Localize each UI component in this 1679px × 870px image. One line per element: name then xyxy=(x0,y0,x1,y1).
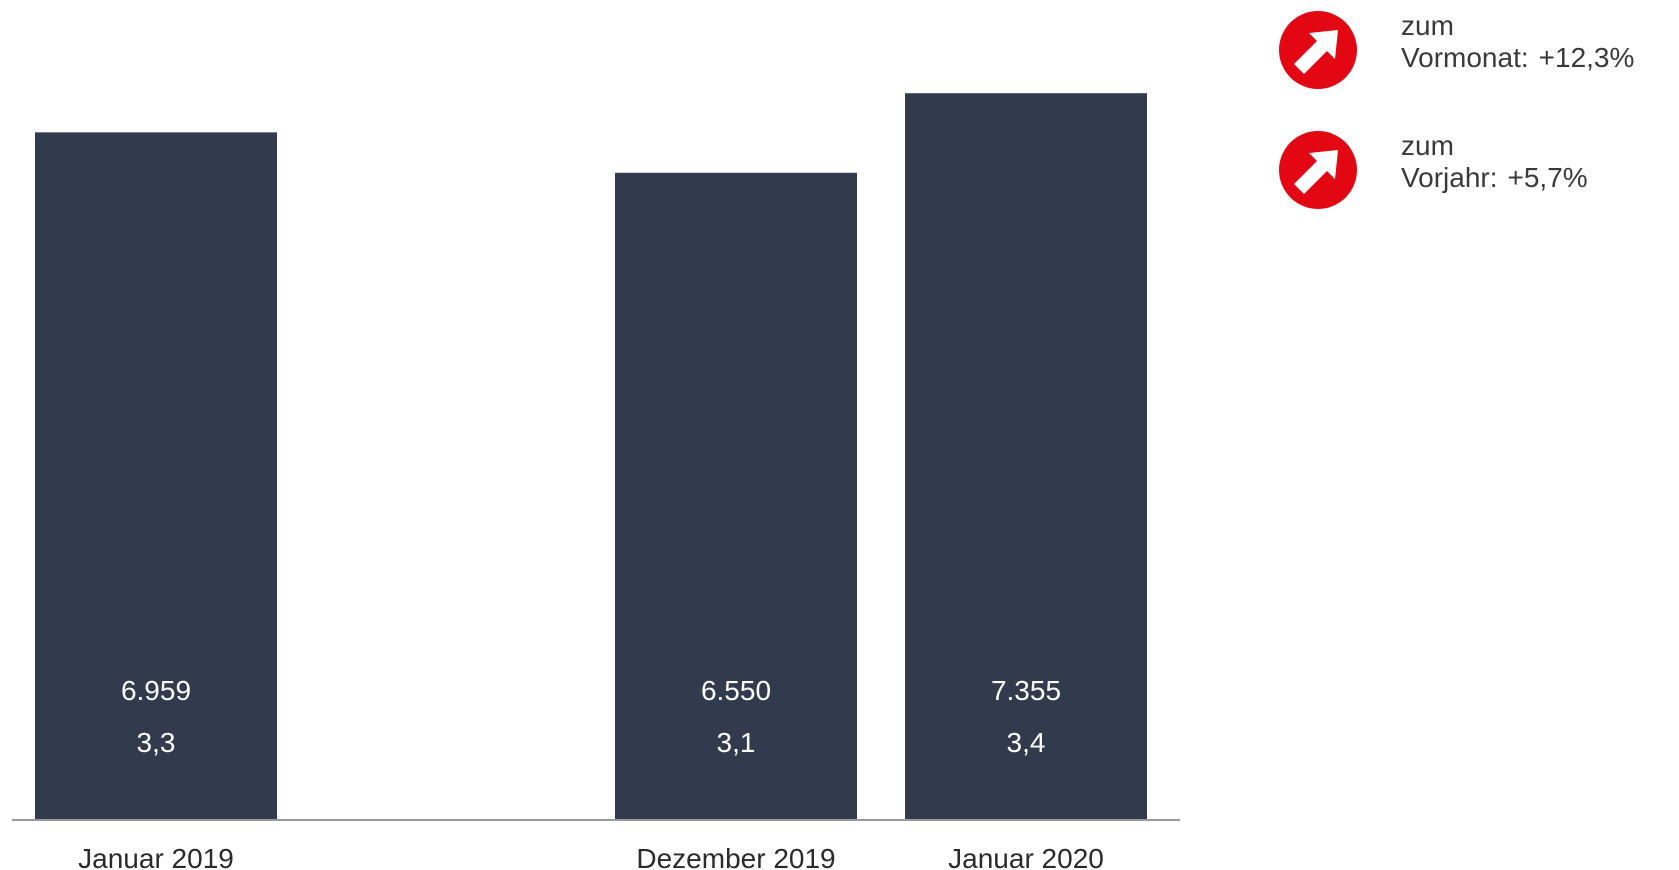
bar xyxy=(35,132,277,820)
arrow-up-right-icon xyxy=(1279,131,1357,209)
bar-secondary-label: 3,4 xyxy=(1007,727,1046,758)
bar-value-label: 6.959 xyxy=(121,675,191,706)
bar-chart: 6.959 3,3 6.550 3,1 7.355 3,4 Januar 2019 Deze… xyxy=(12,93,1180,870)
kpi-text-vormonat: zum Vormonat: +12,3% xyxy=(1401,10,1634,74)
kpi-vormonat: zum Vormonat: +12,3% xyxy=(1278,10,1668,90)
kpi-label: Vorjahr: xyxy=(1401,162,1498,193)
kpi-icon-arrow xyxy=(1294,30,1338,74)
category-labels: Januar 2019 Dezember 2019 Januar 2020 xyxy=(78,843,1104,870)
category-label: Dezember 2019 xyxy=(636,843,835,870)
bar-value-label: 7.355 xyxy=(991,675,1061,706)
kpi-label: Vormonat: xyxy=(1401,42,1529,73)
bar xyxy=(905,93,1147,821)
kpi-icon-arrow xyxy=(1294,150,1338,194)
kpi-line2: Vormonat: +12,3% xyxy=(1401,42,1634,74)
bar-secondary-label: 3,3 xyxy=(137,727,176,758)
kpi-line2: Vorjahr: +5,7% xyxy=(1401,162,1588,194)
bar-value-label: 6.550 xyxy=(701,675,771,706)
kpi-line1: zum xyxy=(1401,10,1454,41)
bar-secondary-label: 3,1 xyxy=(717,727,756,758)
category-label: Januar 2020 xyxy=(948,843,1104,870)
kpi-value: +12,3% xyxy=(1538,42,1635,73)
bars-group: 6.959 3,3 6.550 3,1 7.355 3,4 xyxy=(35,93,1147,821)
kpi-line1: zum xyxy=(1401,130,1454,161)
category-label: Januar 2019 xyxy=(78,843,234,870)
kpi-value: +5,7% xyxy=(1507,162,1588,193)
arrow-up-right-icon xyxy=(1279,11,1357,89)
bar xyxy=(615,172,857,820)
kpi-vorjahr: zum Vorjahr: +5,7% xyxy=(1278,130,1668,210)
kpi-text-vorjahr: zum Vorjahr: +5,7% xyxy=(1401,130,1588,194)
